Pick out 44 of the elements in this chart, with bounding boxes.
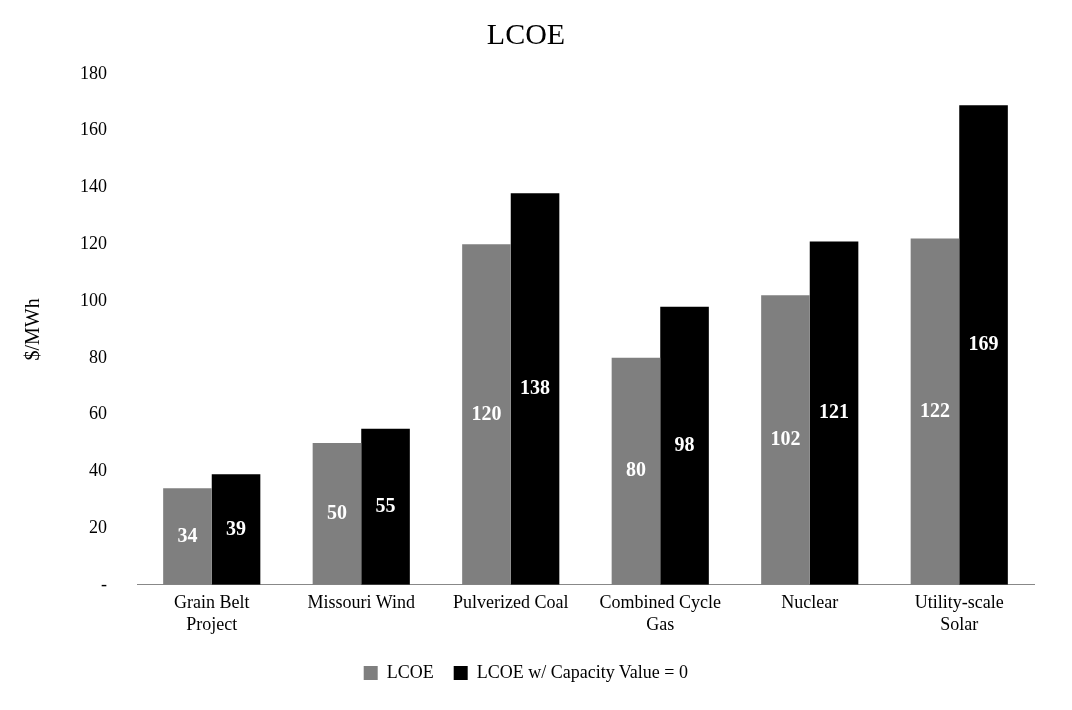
bar [312, 442, 362, 585]
data-label: 102 [770, 427, 801, 450]
data-label: 122 [919, 398, 950, 421]
chart-title: LCOE [486, 16, 566, 50]
data-label: 169 [968, 332, 999, 355]
bar [163, 488, 212, 585]
x-tick-label: Pulverized Coal [453, 592, 569, 613]
y-tick-label: 140 [80, 176, 107, 197]
data-label: 98 [674, 432, 695, 455]
legend-label: LCOE w/ Capacity Value = 0 [476, 661, 688, 682]
y-tick-label: 100 [80, 289, 107, 310]
y-tick-label: 80 [89, 346, 107, 367]
y-tick-label: 120 [80, 233, 107, 253]
data-label: 55 [375, 493, 396, 516]
bar [510, 193, 560, 585]
bar [959, 105, 1008, 585]
bar [611, 357, 661, 585]
data-label: 120 [471, 401, 502, 424]
y-axis-title: $/MWh [21, 298, 44, 361]
data-label: 138 [520, 376, 551, 399]
data-label: 80 [625, 458, 646, 481]
y-tick-label: 160 [80, 119, 107, 140]
y-tick-label: 60 [89, 403, 107, 424]
x-tick-label: Grain Belt Project [174, 592, 250, 634]
bar [211, 474, 261, 585]
y-tick-label: - [101, 573, 107, 594]
bar [809, 241, 859, 585]
x-tick-label: Nuclear [781, 592, 839, 613]
data-label: 39 [226, 516, 247, 539]
y-tick-label: 20 [89, 516, 107, 537]
bar [361, 428, 410, 585]
data-label: 121 [819, 400, 850, 423]
bar [910, 238, 960, 585]
data-label: 50 [326, 501, 347, 524]
bar [660, 306, 709, 585]
y-tick-label: 180 [80, 62, 107, 83]
x-tick-label: Utility-scale Solar [914, 592, 1004, 634]
bar [761, 295, 810, 585]
x-tick-label: Combined Cycle Gas [599, 592, 721, 634]
data-label: 34 [177, 523, 198, 546]
legend-label: LCOE [386, 661, 434, 682]
x-tick-label: Missouri Wind [307, 592, 415, 613]
bar [462, 244, 511, 585]
y-tick-label: 40 [89, 460, 107, 481]
